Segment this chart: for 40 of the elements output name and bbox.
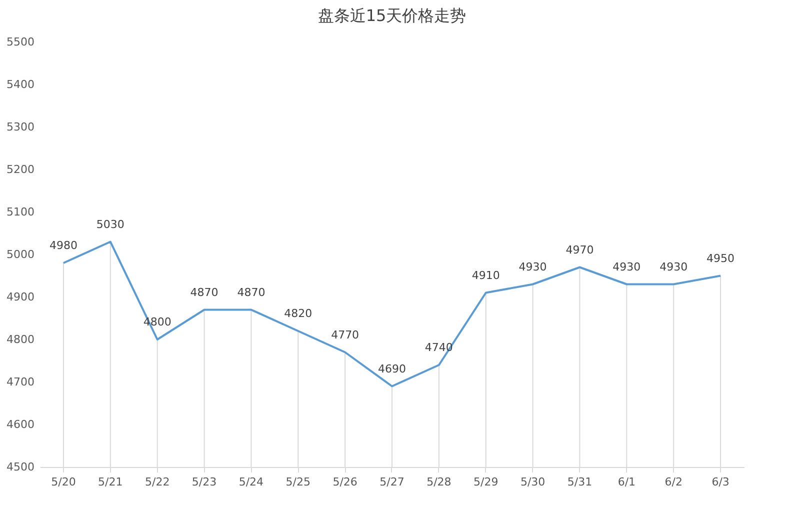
y-tick-label: 5200	[6, 163, 34, 176]
data-label: 4950	[706, 252, 735, 265]
y-tick-label: 5400	[6, 78, 34, 91]
x-tick-label: 5/20	[51, 476, 76, 488]
chart-title: 盘条近15天价格走势	[318, 6, 466, 25]
x-tick-label: 5/30	[520, 476, 546, 488]
y-tick-label: 5000	[6, 248, 34, 261]
x-tick-label: 6/1	[618, 476, 636, 488]
data-label: 5030	[96, 218, 124, 231]
data-label: 4980	[49, 239, 78, 252]
x-tick-label: 6/3	[712, 476, 730, 488]
data-label: 4930	[660, 260, 688, 274]
y-tick-label: 4700	[6, 376, 34, 388]
x-tick-label: 5/21	[98, 476, 123, 488]
data-label: 4910	[472, 268, 500, 282]
x-tick-label: 5/22	[144, 476, 170, 488]
y-tick-label: 4800	[6, 333, 34, 346]
data-label: 4970	[566, 243, 594, 256]
x-tick-label: 5/26	[332, 476, 358, 488]
data-label: 4930	[612, 260, 641, 274]
data-label: 4870	[190, 286, 218, 299]
data-label: 4770	[331, 328, 360, 342]
x-tick-label: 5/29	[474, 476, 498, 488]
x-tick-label: 5/24	[238, 476, 264, 488]
y-tick-label: 4500	[6, 460, 34, 474]
data-label: 4870	[237, 286, 266, 299]
x-tick-label: 5/25	[286, 476, 310, 488]
y-tick-label: 5100	[6, 206, 34, 218]
data-label: 4930	[518, 260, 547, 274]
x-tick-label: 5/28	[426, 476, 452, 488]
y-tick-label: 5500	[6, 36, 34, 48]
x-tick-label: 6/2	[664, 476, 682, 488]
x-tick-label: 5/23	[192, 476, 217, 488]
data-label: 4820	[284, 307, 312, 320]
y-tick-label: 5300	[6, 120, 34, 134]
x-tick-label: 5/27	[380, 476, 404, 488]
data-label: 4690	[378, 362, 406, 376]
x-tick-label: 5/31	[567, 476, 592, 488]
y-tick-label: 4600	[6, 418, 34, 431]
y-tick-label: 4900	[6, 290, 34, 304]
